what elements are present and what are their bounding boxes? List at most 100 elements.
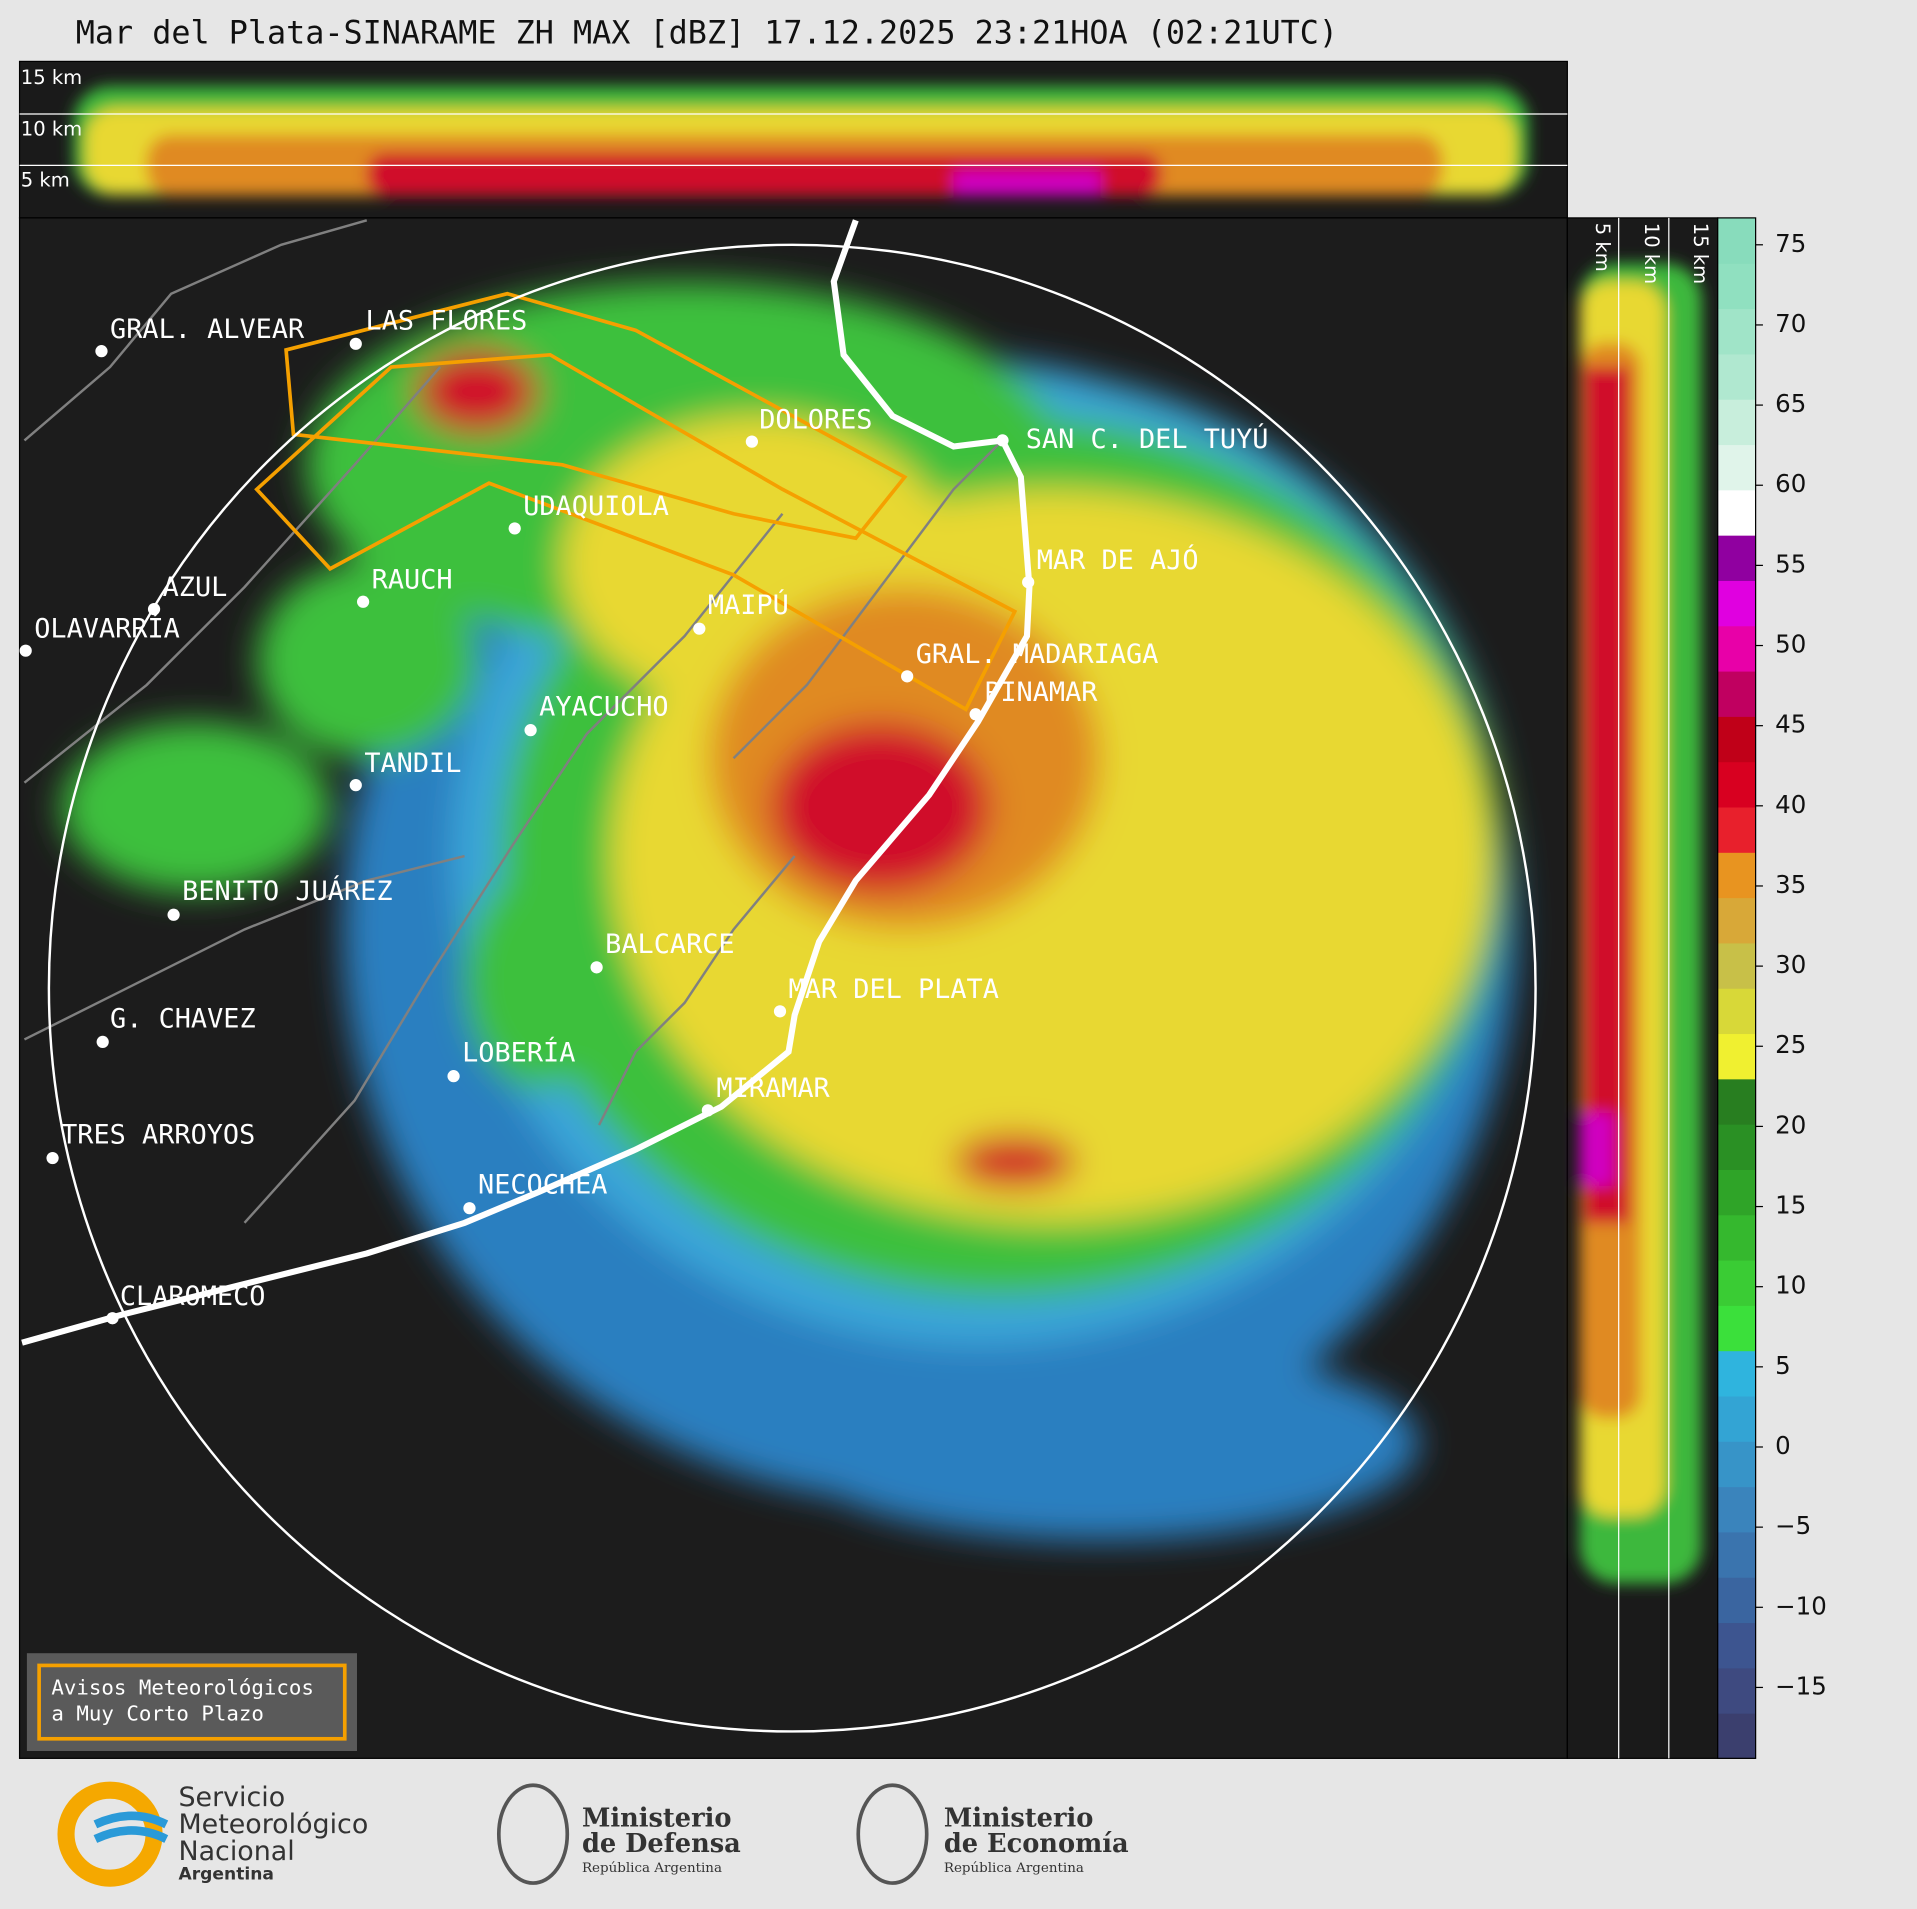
legend-text: Avisos Meteorológicos [51, 1676, 314, 1700]
colorbar-band [1717, 1305, 1756, 1352]
colorbar-band [1717, 1214, 1756, 1261]
city-dot [996, 434, 1009, 447]
city-label: AYACUCHO [539, 692, 668, 723]
colorbar-band [1717, 263, 1756, 310]
colorbar-band [1717, 353, 1756, 400]
colorbar-tick-label: 25 [1775, 1030, 1806, 1059]
city-dot [349, 779, 362, 792]
city-dot [356, 595, 370, 608]
city-label: PINAMAR [984, 677, 1098, 708]
colorbar-band [1717, 1441, 1756, 1488]
colorbar-band [1717, 1395, 1756, 1442]
city-label: OLAVARRÍA [34, 612, 180, 644]
colorbar-band [1717, 1169, 1756, 1216]
city-layer: GRAL. ALVEAR LAS FLORES DOLORES SAN C. DEL … [19, 305, 1269, 1325]
logo-text: Ministerio [582, 1803, 732, 1833]
colorbar-tick-label: 55 [1775, 549, 1806, 578]
city-dot [447, 1070, 460, 1083]
city-dot [773, 1005, 787, 1018]
city-label: BALCARCE [605, 929, 734, 960]
radar-echoes [61, 281, 1516, 1541]
colorbar-band [1717, 625, 1756, 672]
legend-swatch [37, 1663, 347, 1741]
height-label: 15 km [21, 66, 82, 89]
colorbar-tick-label: 20 [1775, 1110, 1806, 1139]
height-label: 10 km [21, 117, 82, 140]
city-label: AZUL [163, 572, 228, 603]
city-label: G. CHAVEZ [110, 1003, 256, 1034]
colorbar-band [1717, 1350, 1756, 1397]
map-content: GRAL. ALVEAR LAS FLORES DOLORES SAN C. DEL … [19, 219, 1537, 1733]
logo-text: Argentina [178, 1864, 273, 1884]
legend-box [26, 1653, 357, 1752]
top-echo [73, 85, 1529, 196]
legend-text: a Muy Corto Plazo [51, 1701, 264, 1725]
logo-text: Ministerio [944, 1803, 1094, 1833]
colorbar-band [1717, 1713, 1756, 1759]
colorbar-tick-label: −5 [1775, 1511, 1811, 1540]
colorbar-tick-label: 65 [1775, 389, 1806, 418]
city-label: GRAL. ALVEAR [110, 314, 305, 345]
colorbar-band [1717, 535, 1756, 581]
colorbar-band [1717, 852, 1756, 899]
colorbar-band [1717, 942, 1756, 989]
colorbar-band [1717, 1577, 1756, 1624]
city-dot [19, 644, 32, 657]
city-dot [590, 961, 603, 974]
city-dot [106, 1312, 119, 1325]
city-label: NECOCHEA [478, 1170, 607, 1201]
colorbar-tick-label: 45 [1775, 710, 1806, 739]
logo-text: Servicio [178, 1782, 285, 1813]
logo-text: Meteorológico [178, 1809, 368, 1840]
city-dot [147, 603, 161, 616]
colorbar-band [1717, 1667, 1756, 1714]
city-dot [745, 435, 758, 448]
city-dot [901, 670, 914, 683]
economia-logo: Ministerio de Economía República Argenti… [856, 1783, 1129, 1885]
smn-logo: Servicio Meteorológico Nacional Argentin… [57, 1781, 368, 1887]
colorbar-band [1717, 1078, 1756, 1125]
colorbar-band [1717, 1033, 1756, 1080]
side-echo [1579, 263, 1702, 1584]
boundaries [23, 219, 1004, 1224]
height-label: 5 km [1591, 223, 1614, 272]
city-label: UDAQUIOLA [523, 491, 669, 522]
title: Mar del Plata-SINARAME ZH MAX [dBZ] 17.1… [76, 16, 1338, 52]
city-label: SAN C. DEL TUYÚ [1026, 423, 1269, 455]
logo-text: Nacional [178, 1836, 294, 1867]
colorbar-band [1717, 1486, 1756, 1533]
city-dot [508, 522, 521, 535]
city-label: TANDIL [364, 748, 461, 779]
logo-mark [496, 1783, 570, 1885]
colorbar-band [1717, 1531, 1756, 1578]
colorbar-tick-label: 5 [1775, 1351, 1791, 1380]
colorbar-band [1717, 217, 1756, 264]
height-label: 15 km [1689, 223, 1712, 284]
colorbar-band [1717, 580, 1756, 627]
colorbar-tick-label: 30 [1775, 950, 1806, 979]
logo-mark [856, 1783, 929, 1885]
colorbar-band [1717, 1259, 1756, 1306]
colorbar-tick-label: 60 [1775, 469, 1806, 498]
colorbar-band [1717, 988, 1756, 1035]
city-dot [524, 724, 537, 737]
city-dot [349, 337, 362, 350]
colorbar-band [1717, 897, 1756, 944]
colorbar-band [1717, 399, 1756, 446]
logo-text: de Economía [944, 1829, 1129, 1859]
city-dot [969, 708, 982, 721]
colorbar-band [1717, 308, 1756, 355]
colorbar-band [1717, 670, 1756, 717]
warning-areas [254, 291, 1018, 712]
city-label: RAUCH [372, 565, 453, 596]
colorbar-band [1717, 444, 1756, 491]
logo-text: República Argentina [582, 1861, 722, 1876]
city-dot [463, 1202, 476, 1215]
city-dot [95, 345, 108, 358]
colorbar-band [1717, 806, 1756, 853]
city-label: MAR DEL PLATA [789, 974, 999, 1005]
colorbar-tick-label: 50 [1775, 630, 1806, 659]
city-label: MAIPÚ [708, 589, 789, 621]
colorbar-tick-label: −15 [1775, 1671, 1827, 1700]
